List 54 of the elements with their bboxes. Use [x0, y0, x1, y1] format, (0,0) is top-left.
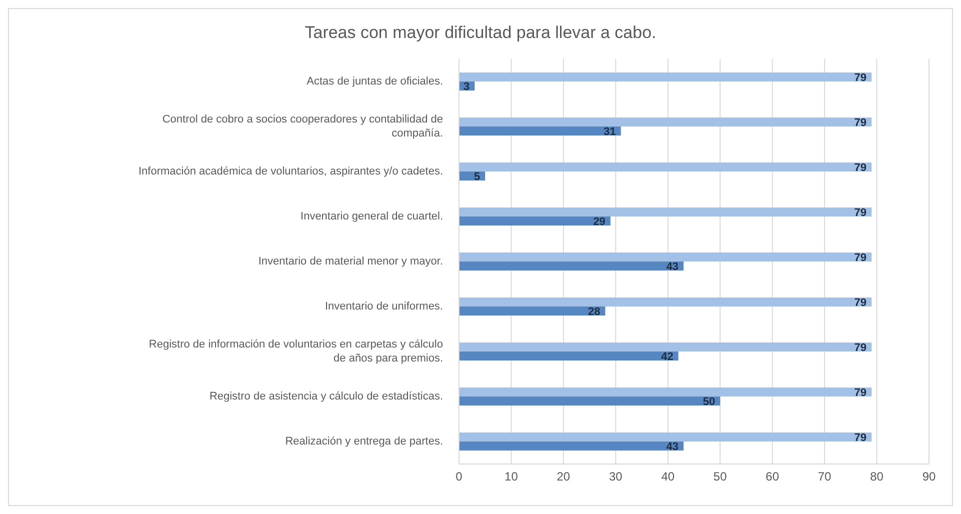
x-tick-label: 20 — [556, 470, 570, 484]
data-label: 31 — [604, 126, 616, 138]
y-tick-label: Control de cobro a socios cooperadores y contabilidad de compañía. — [162, 114, 443, 140]
data-label: 50 — [702, 396, 716, 408]
data-label: 3 — [464, 80, 470, 93]
data-label: 43 — [666, 440, 679, 453]
data-label: 29 — [593, 216, 606, 228]
data-label: 5 — [474, 170, 480, 183]
y-tick-label: Inventario de uniformes. — [324, 300, 443, 312]
bar — [459, 342, 872, 352]
bar — [459, 162, 872, 172]
bar — [459, 208, 872, 216]
y-tick-label: Registro de asistencia y cálculo de estadísticas. — [209, 390, 443, 402]
data-label: 79 — [854, 116, 867, 129]
x-tick-label: 70 — [818, 470, 832, 484]
bar — [459, 388, 872, 396]
x-tick-label: 0 — [456, 470, 463, 484]
bar — [459, 442, 684, 450]
bar — [459, 298, 872, 306]
x-tick-label: 10 — [504, 470, 518, 484]
data-label: 79 — [854, 162, 867, 174]
bar — [459, 262, 684, 270]
data-label: 43 — [666, 260, 679, 273]
bar — [459, 352, 678, 360]
bar — [459, 396, 720, 406]
x-tick-label: 60 — [766, 470, 780, 484]
data-label: 42 — [661, 350, 674, 363]
data-label: 79 — [854, 296, 867, 309]
y-tick-label: Registro de información de voluntarios en carpetas y cálculo de años para premios. — [148, 338, 443, 364]
bar — [459, 252, 872, 262]
x-tick-label: 90 — [922, 470, 936, 484]
bar — [459, 216, 610, 226]
y-tick-label: Información académica de voluntarios, aspirantes y/o cadetes. — [138, 166, 443, 178]
data-label: 28 — [588, 306, 600, 318]
y-tick-label: Actas de juntas de oficiales. — [306, 76, 443, 88]
data-label: 79 — [854, 206, 867, 219]
bar — [459, 306, 606, 316]
data-label: 79 — [854, 432, 867, 444]
bar — [459, 432, 872, 442]
x-tick-label: 40 — [661, 470, 675, 484]
data-label: 79 — [854, 252, 867, 264]
data-label: 79 — [854, 386, 867, 399]
y-tick-label: Inventario de material menor y mayor. — [258, 256, 443, 268]
x-tick-label: 30 — [608, 470, 623, 484]
chart-title: Tareas con mayor dificultad para llevar a cabo. — [304, 22, 658, 44]
data-label: 79 — [854, 342, 867, 354]
y-tick-label: Realización y entrega de partes. — [285, 436, 443, 448]
x-tick-label: 50 — [713, 470, 728, 484]
bar — [459, 126, 621, 136]
x-tick-label: 80 — [870, 470, 884, 484]
bar — [459, 118, 872, 126]
bar — [459, 72, 872, 82]
data-label: 79 — [854, 72, 867, 84]
y-tick-label: Inventario general de cuartel. — [300, 210, 443, 222]
